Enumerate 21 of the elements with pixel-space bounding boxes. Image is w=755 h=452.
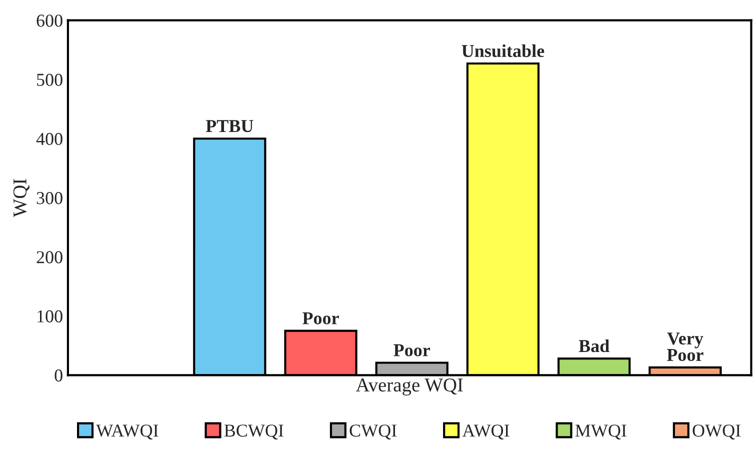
- data-label: Very Poor: [666, 332, 704, 362]
- y-tick-label: 500: [37, 74, 62, 86]
- data-label: Bad: [578, 339, 610, 352]
- legend-label: OWQI: [692, 424, 740, 440]
- y-tick-label: 400: [36, 132, 62, 146]
- legend-label: CWQI: [350, 424, 397, 440]
- data-label: PTBU: [206, 120, 254, 132]
- y-tick-label: 600: [36, 14, 62, 27]
- data-label: Poor: [302, 312, 339, 324]
- y-tick-label: 100: [38, 310, 62, 322]
- y-axis-title: WQI: [13, 179, 30, 218]
- data-label: Poor: [394, 344, 430, 356]
- legend-label: BCWQI: [224, 424, 284, 440]
- y-tick-label: 200: [36, 251, 62, 264]
- data-label: Unsuitable: [462, 44, 544, 58]
- legend-label: AWQI: [462, 424, 510, 440]
- y-tick-label: 300: [36, 192, 62, 204]
- legend-label: WAWQI: [96, 424, 158, 440]
- y-tick-label: 0: [54, 369, 62, 382]
- x-tick-label: Average WQI: [356, 378, 463, 396]
- legend-label: MWQI: [575, 424, 626, 440]
